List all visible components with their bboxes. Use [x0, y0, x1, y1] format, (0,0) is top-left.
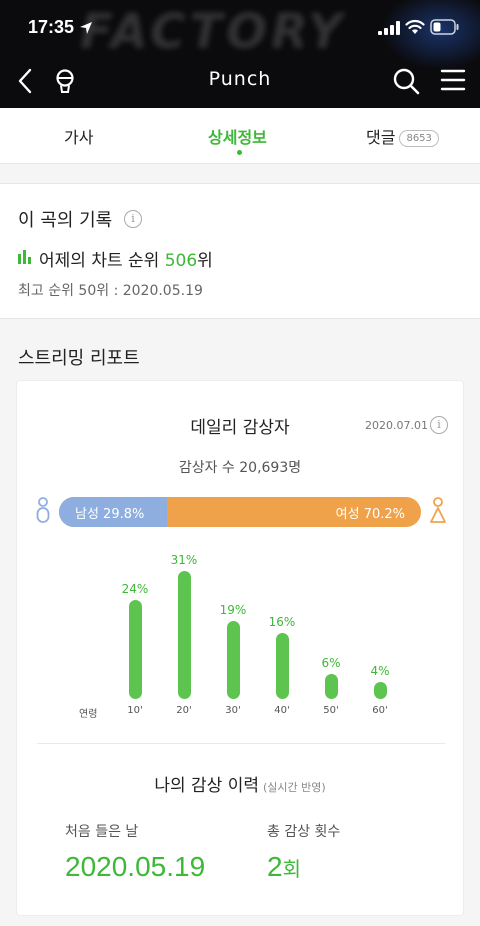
- tab-comments-label: 댓글: [366, 128, 396, 147]
- tab-lyrics[interactable]: 가사: [64, 124, 93, 148]
- gender-ratio-bar: 남성 29.8% 여성 70.2%: [59, 497, 421, 527]
- song-title: Punch: [208, 68, 272, 90]
- daily-listeners-title: 데일리 감상자: [190, 418, 290, 438]
- tab-details[interactable]: 상세정보: [208, 124, 267, 155]
- male-share-label: 남성 29.8%: [75, 507, 145, 522]
- yesterday-rank-value: 506: [164, 251, 198, 271]
- age-bar-value-label: 24%: [121, 582, 149, 596]
- battery-icon: [430, 19, 459, 35]
- age-category-label: 50': [323, 705, 339, 716]
- menu-icon[interactable]: [440, 68, 466, 92]
- age-category-label: 40': [274, 705, 290, 716]
- nav-bar: Punch: [0, 58, 480, 108]
- background-artwork: FACTORY: [80, 4, 347, 60]
- my-history-title: 나의 감상 이력 (실시간 반영): [154, 776, 326, 796]
- section-divider: [37, 743, 445, 744]
- active-tab-indicator: [237, 150, 242, 155]
- age-bar-3: [226, 621, 240, 699]
- report-date: 2020.07.01: [365, 419, 428, 432]
- streaming-report-heading: 스트리밍 리포트: [18, 348, 140, 369]
- chart-bars-icon: [18, 250, 31, 264]
- yesterday-chart-rank: 어제의 차트 순위 506위: [39, 251, 213, 271]
- age-bar-value-label: 19%: [219, 603, 247, 617]
- male-person-icon: [36, 497, 50, 523]
- first-listen-date: 2020.05.19: [65, 851, 206, 882]
- age-category-label: 60': [372, 705, 388, 716]
- comment-count-badge: 8653: [399, 130, 439, 147]
- age-distribution-chart: 연령 24% 10' 31% 20' 19% 30' 16% 40' 6% 50' 4% 60': [17, 541, 463, 721]
- info-icon[interactable]: i: [430, 416, 448, 434]
- age-category-label: 30': [225, 705, 241, 716]
- top-bar: FACTORY 17:35: [0, 0, 480, 108]
- age-axis-label: 연령: [79, 709, 98, 720]
- age-bar-5: [324, 674, 338, 699]
- male-share-bar: [59, 497, 167, 527]
- search-icon[interactable]: [392, 66, 420, 96]
- wifi-icon: [405, 19, 425, 34]
- age-bar-6: [373, 682, 387, 699]
- streaming-report-section: 스트리밍 리포트 데일리 감상자 2020.07.01 i 감상자 수 20,6…: [0, 320, 480, 926]
- status-bar: 17:35: [0, 0, 480, 58]
- age-bar-value-label: 6%: [321, 656, 341, 670]
- total-plays-label: 총 감상 횟수: [267, 824, 341, 840]
- age-bar-value-label: 16%: [268, 615, 296, 629]
- tab-bar: 가사 상세정보 댓글 8653: [0, 108, 480, 164]
- first-listen-label: 처음 들은 날: [65, 824, 139, 840]
- back-arrow-icon[interactable]: [14, 66, 38, 96]
- age-bar-2: [177, 571, 191, 699]
- female-share-label: 여성 70.2%: [335, 507, 405, 522]
- age-bar-4: [275, 633, 289, 699]
- tab-lyrics-label: 가사: [64, 128, 94, 147]
- age-category-label: 10': [127, 705, 143, 716]
- info-icon[interactable]: i: [124, 210, 142, 228]
- age-category-label: 20': [176, 705, 192, 716]
- tab-comments[interactable]: 댓글 8653: [366, 124, 439, 148]
- age-bar-value-label: 4%: [370, 664, 390, 678]
- tab-details-label: 상세정보: [208, 128, 267, 147]
- location-arrow-icon: [80, 22, 92, 34]
- total-plays-value: 2회: [267, 851, 301, 882]
- age-bar-value-label: 31%: [170, 553, 198, 567]
- record-heading: 이 곡의 기록: [18, 210, 113, 231]
- cellular-signal-icon: [378, 21, 400, 35]
- listener-count: 감상자 수 20,693명: [178, 460, 302, 476]
- female-person-icon: [430, 497, 446, 523]
- best-rank: 최고 순위 50위 : 2020.05.19: [18, 283, 203, 299]
- microphone-icon[interactable]: [52, 66, 78, 96]
- age-bar-1: [128, 600, 142, 699]
- song-record-section: 이 곡의 기록 i 어제의 차트 순위 506위 최고 순위 50위 : 202…: [0, 183, 480, 319]
- status-time: 17:35: [28, 17, 75, 37]
- streaming-card: 데일리 감상자 2020.07.01 i 감상자 수 20,693명 남성 29…: [16, 380, 464, 916]
- realtime-note: (실시간 반영): [262, 781, 326, 794]
- background-glow: [380, 0, 480, 70]
